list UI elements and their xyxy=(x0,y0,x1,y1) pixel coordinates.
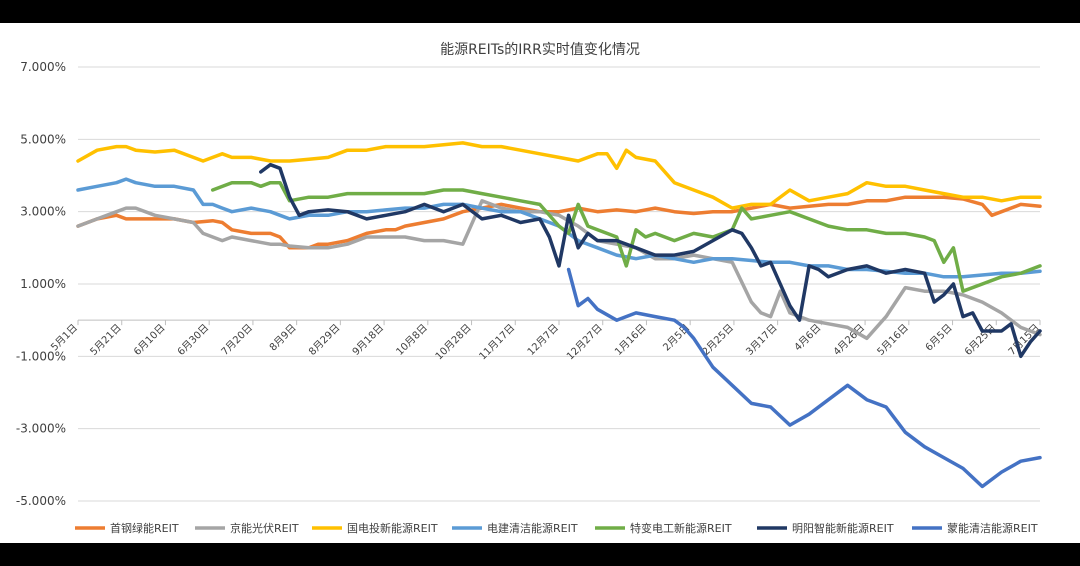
x-tick-label: 10月8日 xyxy=(394,322,430,358)
x-tick-label: 2月5日 xyxy=(661,322,693,354)
legend-label: 特变电工新能源REIT xyxy=(630,521,732,535)
legend-item: 首钢绿能REIT xyxy=(75,521,179,535)
y-tick-label: -5.000% xyxy=(16,494,66,508)
x-tick-label: 9月18日 xyxy=(350,322,386,358)
series-line-6 xyxy=(259,162,1042,359)
x-tick-label: 2月25日 xyxy=(700,322,736,358)
x-tick-label: 1月16日 xyxy=(612,322,648,358)
x-tick-label: 3月17日 xyxy=(744,322,780,358)
x-tick-label: 4月6日 xyxy=(792,322,824,354)
legend-label: 京能光伏REIT xyxy=(230,521,299,535)
series-line-1 xyxy=(76,195,1042,250)
legend-item: 电建清洁能源REIT xyxy=(452,521,578,535)
legend-item: 特变电工新能源REIT xyxy=(595,521,732,535)
legend-item: 国电投新能源REIT xyxy=(312,521,438,535)
legend-label: 国电投新能源REIT xyxy=(347,521,438,535)
legend-label: 蒙能清洁能源REIT xyxy=(947,521,1038,535)
series-lines xyxy=(76,141,1042,489)
legend-item: 蒙能清洁能源REIT xyxy=(912,521,1038,535)
series-line-2 xyxy=(76,199,1042,341)
x-tick-label: 5月16日 xyxy=(875,322,911,358)
line-chart: 能源REITs的IRR实时值变化情况 7.000% 5.000% 3.000% 1.0… xyxy=(16,42,1042,535)
x-tick-label: 7月20日 xyxy=(219,322,255,358)
gridlines xyxy=(78,66,1040,502)
series-line-5 xyxy=(210,180,1042,293)
legend-item: 明阳智能新能源REIT xyxy=(757,521,894,535)
x-tick-label: 5月21日 xyxy=(88,322,124,358)
y-tick-label: 5.000% xyxy=(20,132,66,146)
legend-label: 明阳智能新能源REIT xyxy=(792,521,894,535)
x-tick-label: 12月7日 xyxy=(525,322,561,358)
y-tick-label: 1.000% xyxy=(20,277,66,291)
legend-label: 首钢绿能REIT xyxy=(110,521,179,535)
y-tick-label: -1.000% xyxy=(16,349,66,363)
x-tick-label: 6月30日 xyxy=(175,322,211,358)
top-black-bar xyxy=(0,0,1080,23)
series-line-4 xyxy=(76,177,1042,279)
legend-item: 京能光伏REIT xyxy=(195,521,299,535)
legend: 首钢绿能REIT 京能光伏REIT 国电投新能源REIT 电建清洁能源REIT 特变电工… xyxy=(75,521,1038,535)
y-tick-label: 7.000% xyxy=(20,60,66,74)
x-tick-label: 6月10日 xyxy=(131,322,167,358)
x-tick-label: 8月29日 xyxy=(306,322,342,358)
legend-label: 电建清洁能源REIT xyxy=(487,521,578,535)
y-tick-label: -3.000% xyxy=(16,422,66,436)
x-tick-label: 8月9日 xyxy=(267,322,299,354)
series-line-7 xyxy=(566,267,1042,489)
chart-frame: 能源REITs的IRR实时值变化情况 7.000% 5.000% 3.000% 1.0… xyxy=(0,23,1080,543)
x-tick-label: 6月5日 xyxy=(923,322,955,354)
bottom-black-bar xyxy=(0,543,1080,566)
series-line-3 xyxy=(76,141,1042,210)
chart-title: 能源REITs的IRR实时值变化情况 xyxy=(440,42,640,58)
y-axis-ticks: 7.000% 5.000% 3.000% 1.000% -1.000% -3.000% -5… xyxy=(16,60,66,508)
y-tick-label: 3.000% xyxy=(20,205,66,219)
